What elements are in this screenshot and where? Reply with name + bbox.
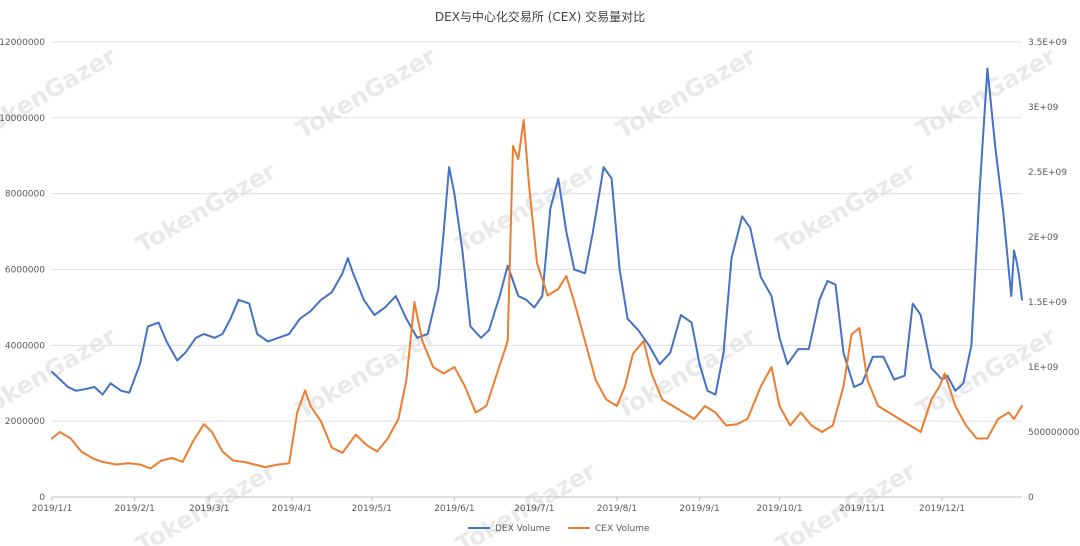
legend-label: DEX Volume: [495, 524, 551, 534]
right-tick-label: 3.5E+09: [1028, 38, 1067, 48]
left-tick-label: 10000000: [0, 114, 45, 124]
x-tick-label: 2019/7/1: [514, 504, 554, 514]
x-tick-label: 2019/6/1: [434, 504, 474, 514]
x-axis: 2019/1/1 2019/2/1 2019/3/1 2019/4/1 2019/5/1…: [32, 496, 1022, 514]
legend-label: CEX Volume: [595, 524, 650, 534]
series-line-dex-volume: [51, 67, 1023, 396]
right-tick-label: 3E+09: [1028, 103, 1059, 113]
right-tick-label: 1E+09: [1028, 363, 1059, 373]
left-tick-label: 12000000: [0, 38, 45, 48]
left-tick-label: 0: [39, 493, 45, 503]
legend: DEX Volume CEX Volume: [468, 524, 650, 534]
left-axis-ticks: 0 2000000 4000000 6000000 8000000 10000000 120…: [0, 38, 45, 503]
left-tick-label: 6000000: [5, 266, 45, 276]
x-tick-label: 2019/11/1: [839, 504, 885, 514]
x-tick-label: 2019/12/1: [919, 504, 965, 514]
right-tick-label: 2.5E+09: [1028, 168, 1067, 178]
series-line-cex-volume: [51, 119, 1023, 470]
right-tick-label: 500000000: [1028, 428, 1080, 438]
x-tick-label: 2019/10/1: [756, 504, 802, 514]
left-tick-label: 4000000: [5, 341, 45, 351]
right-tick-label: 1.5E+09: [1028, 298, 1067, 308]
left-tick-label: 2000000: [5, 417, 45, 427]
x-tick-label: 2019/1/1: [32, 504, 72, 514]
x-tick-label: 2019/3/1: [189, 504, 229, 514]
right-tick-label: 0: [1028, 493, 1034, 503]
x-tick-label: 2019/5/1: [352, 504, 392, 514]
right-tick-label: 2E+09: [1028, 233, 1059, 243]
x-tick-label: 2019/8/1: [597, 504, 637, 514]
chart-title: DEX与中心化交易所 (CEX) 交易量对比: [435, 9, 645, 24]
right-axis-ticks: 0 500000000 1E+09 1.5E+09 2E+09 2.5E+09 3E+09 3…: [1028, 38, 1080, 503]
x-tick-label: 2019/2/1: [114, 504, 154, 514]
x-tick-label: 2019/9/1: [679, 504, 719, 514]
left-tick-label: 8000000: [5, 190, 45, 200]
x-tick-label: 2019/4/1: [272, 504, 312, 514]
series-layer: [51, 67, 1023, 470]
